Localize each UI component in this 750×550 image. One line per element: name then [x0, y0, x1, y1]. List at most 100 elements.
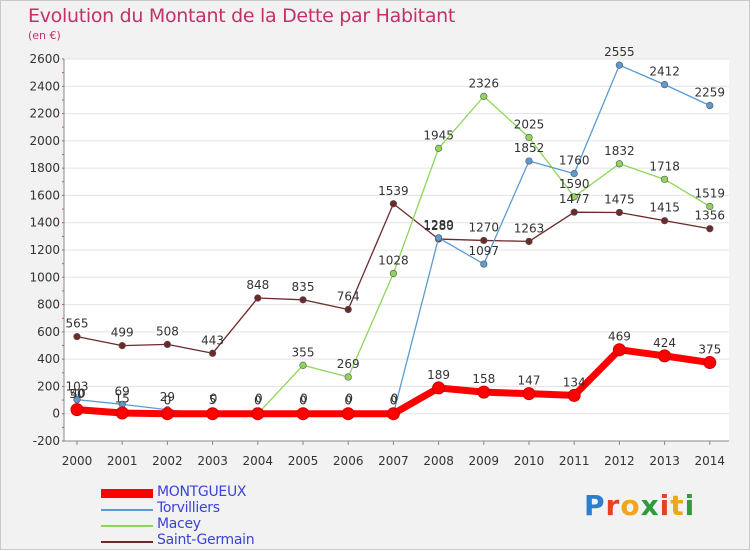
x-tick-label: 2001 — [107, 454, 138, 468]
data-point — [435, 144, 443, 152]
legend-label: Saint-Germain — [157, 532, 255, 548]
x-tick-label: 2002 — [152, 454, 183, 468]
data-point — [73, 333, 81, 341]
data-label: 2259 — [695, 86, 726, 100]
data-label: 1832 — [604, 144, 635, 158]
data-label: 40 — [70, 386, 85, 400]
data-label: 1356 — [695, 209, 726, 223]
x-tick-label: 2009 — [469, 454, 500, 468]
data-label: 147 — [518, 374, 541, 388]
data-label: 565 — [66, 317, 89, 331]
data-point — [115, 406, 129, 420]
data-label: 469 — [608, 330, 631, 344]
data-point — [480, 260, 488, 268]
data-point — [70, 403, 84, 417]
data-point — [525, 133, 533, 142]
data-label: 443 — [201, 333, 224, 347]
data-label: 424 — [653, 336, 676, 350]
data-label: 29 — [160, 390, 175, 404]
logo-letter: i — [659, 489, 671, 522]
data-point — [570, 170, 578, 178]
x-tick-label: 2006 — [333, 454, 364, 468]
data-label: 764 — [337, 289, 360, 303]
data-label: 375 — [698, 343, 721, 357]
data-point — [567, 388, 581, 402]
data-label: 1289 — [423, 218, 454, 232]
data-label: 0 — [254, 394, 262, 408]
legend-item-macey: Macey — [101, 516, 401, 533]
y-tick-label: 1800 — [29, 161, 60, 175]
data-point — [163, 340, 171, 349]
data-point — [480, 92, 488, 100]
y-tick-label: 2000 — [29, 134, 60, 148]
data-label: 1539 — [378, 184, 409, 198]
data-label: 0 — [164, 394, 172, 408]
data-point — [344, 305, 352, 314]
x-tick-label: 2003 — [197, 454, 228, 468]
data-point — [209, 349, 217, 357]
data-point — [480, 236, 488, 245]
data-label: 499 — [111, 326, 134, 340]
legend-label: Torvilliers — [157, 500, 220, 516]
y-tick-label: 2200 — [29, 107, 60, 121]
data-point — [615, 160, 624, 168]
data-point — [344, 373, 352, 381]
x-tick-label: 2014 — [695, 454, 726, 468]
x-tick-label: 2011 — [559, 454, 590, 468]
data-point — [299, 361, 307, 369]
data-point — [660, 217, 669, 225]
data-label: 1760 — [559, 154, 590, 168]
y-tick-label: 600 — [37, 325, 60, 339]
y-tick-label: 2600 — [29, 52, 60, 66]
legend-swatch — [101, 541, 153, 543]
data-point — [73, 396, 81, 404]
data-label: 2025 — [514, 117, 545, 131]
data-label: 1097 — [469, 244, 500, 258]
data-point — [251, 407, 265, 421]
data-point — [703, 356, 717, 370]
data-label: 1475 — [604, 192, 635, 206]
data-label: 15 — [115, 392, 130, 406]
logo-letter: P — [584, 489, 606, 522]
data-point — [706, 225, 714, 233]
data-label: 1477 — [559, 192, 590, 206]
data-label: 1519 — [695, 186, 726, 200]
data-label: 0 — [391, 392, 399, 406]
data-point — [341, 407, 355, 421]
data-point — [206, 407, 220, 421]
data-point — [615, 208, 624, 217]
data-label: 2326 — [469, 76, 500, 90]
data-point — [160, 407, 174, 421]
y-tick-label: 800 — [37, 298, 60, 312]
data-label: 1718 — [649, 159, 680, 173]
legend-swatch — [101, 525, 153, 527]
data-label: 0 — [210, 392, 218, 406]
data-label: 835 — [292, 280, 315, 294]
data-label: 1945 — [423, 128, 454, 142]
x-tick-label: 2012 — [604, 454, 635, 468]
data-label: 189 — [427, 368, 450, 382]
y-tick-label: 1400 — [29, 216, 60, 230]
data-point — [612, 343, 626, 357]
data-label: 134 — [563, 375, 586, 389]
data-label: 508 — [156, 324, 179, 338]
y-tick-label: 1200 — [29, 243, 60, 257]
proxiti-logo: Proxiti — [584, 489, 695, 522]
y-tick-label: 200 — [37, 379, 60, 393]
logo-letter: r — [605, 489, 621, 522]
legend-item-montgueux: MONTGUEUX — [101, 484, 401, 501]
x-tick-label: 2010 — [514, 454, 545, 468]
x-tick-label: 2008 — [423, 454, 454, 468]
x-tick-label: 2000 — [62, 454, 93, 468]
y-tick-label: 1600 — [29, 188, 60, 202]
data-point — [615, 61, 624, 69]
data-point — [525, 237, 533, 246]
x-tick-label: 2004 — [243, 454, 274, 468]
data-label: 355 — [292, 345, 315, 359]
data-point — [570, 208, 578, 216]
data-label: 158 — [472, 372, 495, 386]
data-label: 2412 — [649, 65, 680, 79]
y-tick-label: -200 — [33, 434, 60, 448]
